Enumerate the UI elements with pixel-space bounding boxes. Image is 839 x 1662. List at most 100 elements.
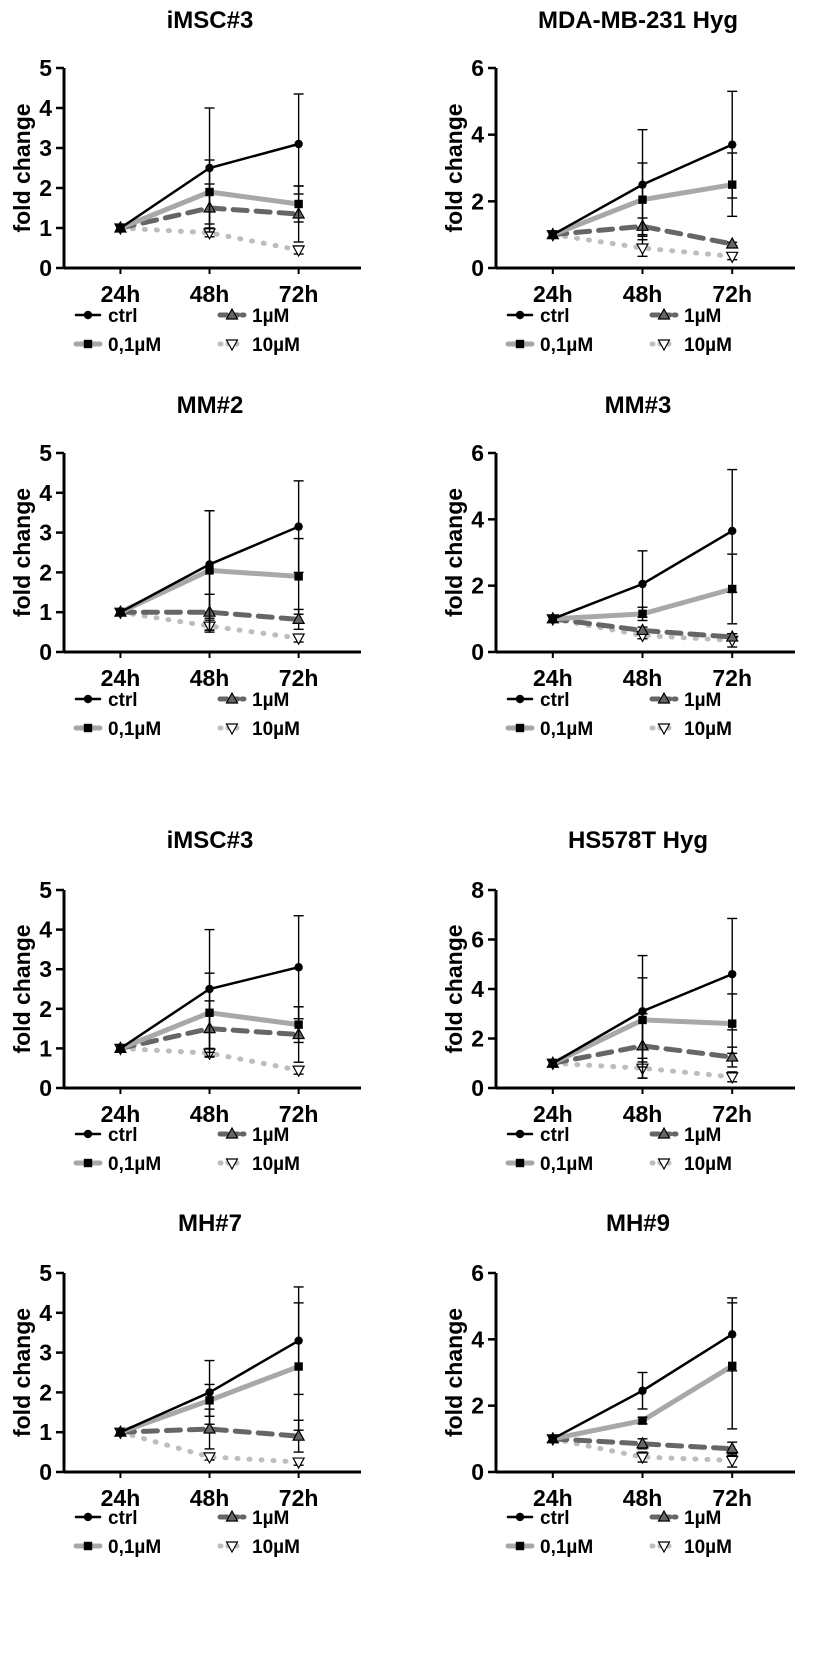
data-point-1µM <box>725 1441 739 1454</box>
legend-marker-10µM <box>657 1541 671 1554</box>
legend-label-1µM: 1µM <box>684 306 721 327</box>
y-tick-label: 8 <box>471 877 484 903</box>
y-tick-label: 0 <box>39 639 52 665</box>
y-tick-label: 2 <box>471 1026 484 1052</box>
y-tick-label: 5 <box>39 55 52 81</box>
legend-label-ctrl: ctrl <box>108 1125 138 1146</box>
x-tick-label: 72h <box>279 1485 319 1511</box>
legend-marker-10µM <box>657 339 671 352</box>
chart-title: MM#3 <box>605 392 672 419</box>
y-tick-label: 2 <box>39 996 52 1022</box>
data-point-ctrl <box>294 139 303 149</box>
data-point-10µM <box>292 633 306 646</box>
y-axis-label: fold change <box>441 103 467 232</box>
y-tick-label: 3 <box>39 1340 52 1366</box>
data-point-ctrl <box>294 963 303 972</box>
x-tick-label: 72h <box>279 1101 319 1127</box>
legend-label-10µM: 10µM <box>252 719 300 740</box>
y-tick-label: 4 <box>39 95 52 121</box>
series-line-1µM <box>117 1426 302 1439</box>
chart-title: HS578T Hyg <box>568 827 708 854</box>
chart-title: MDA-MB-231 Hyg <box>538 7 738 34</box>
data-point-1µM <box>725 236 739 249</box>
y-tick-label: 1 <box>39 599 52 625</box>
legend-marker-0,1µM <box>515 1158 525 1168</box>
data-point-ctrl <box>638 1386 647 1395</box>
legend-label-0,1µM: 0,1µM <box>108 719 161 740</box>
x-tick-label: 72h <box>279 665 319 691</box>
y-tick-label: 6 <box>471 1260 484 1286</box>
data-point-1µM <box>725 1049 739 1062</box>
data-point-10µM <box>203 1452 217 1465</box>
legend-marker-ctrl <box>83 694 93 704</box>
legend-label-0,1µM: 0,1µM <box>108 1154 161 1175</box>
data-point-ctrl <box>205 984 214 994</box>
data-point-1µM <box>635 623 650 636</box>
y-tick-label: 0 <box>39 1459 52 1485</box>
legend-marker-0,1µM <box>83 723 93 733</box>
data-point-ctrl <box>728 526 737 536</box>
legend-label-0,1µM: 0,1µM <box>540 1154 593 1175</box>
y-tick-label: 5 <box>39 877 52 903</box>
legend-marker-0,1µM <box>83 1158 93 1168</box>
x-tick-label: 24h <box>533 665 573 691</box>
x-tick-label: 72h <box>712 281 752 307</box>
y-axis-label: fold change <box>9 1308 35 1437</box>
legend-label-0,1µM: 0,1µM <box>540 1537 593 1558</box>
data-point-ctrl <box>116 1428 125 1437</box>
legend-marker-ctrl <box>515 310 525 320</box>
y-axis-label: fold change <box>441 924 467 1053</box>
x-tick-label: 72h <box>712 665 752 691</box>
y-axis-label: fold change <box>441 488 467 617</box>
data-point-ctrl <box>548 1434 558 1444</box>
chart-title: iMSC#3 <box>167 7 254 34</box>
legend-label-1µM: 1µM <box>684 690 721 711</box>
x-tick-label: 48h <box>623 1101 663 1127</box>
x-tick-label: 72h <box>712 1101 752 1127</box>
data-point-0,1µM <box>294 1020 303 1029</box>
data-point-ctrl <box>548 230 558 239</box>
legend-label-0,1µM: 0,1µM <box>540 719 593 740</box>
x-tick-label: 48h <box>190 1101 230 1127</box>
data-point-10µM <box>292 1457 306 1470</box>
y-tick-label: 3 <box>39 956 52 982</box>
legend-marker-ctrl <box>83 1512 93 1522</box>
y-tick-label: 4 <box>471 506 484 532</box>
y-tick-label: 0 <box>471 255 484 281</box>
data-point-ctrl <box>728 1330 737 1339</box>
legend-label-ctrl: ctrl <box>540 306 570 327</box>
chart-title: MH#9 <box>606 1210 670 1237</box>
data-point-ctrl <box>294 522 303 531</box>
data-point-ctrl <box>116 1044 125 1053</box>
legend-marker-ctrl <box>515 1512 525 1522</box>
x-tick-label: 48h <box>190 665 230 691</box>
y-tick-label: 6 <box>471 440 484 466</box>
y-tick-label: 0 <box>471 1075 484 1101</box>
data-point-10µM <box>635 243 650 256</box>
legend-marker-ctrl <box>515 1129 525 1139</box>
data-point-1µM <box>292 612 306 624</box>
data-point-ctrl <box>205 1388 214 1397</box>
legend-marker-10µM <box>657 723 671 736</box>
y-tick-label: 4 <box>471 1326 484 1352</box>
data-point-1µM <box>292 1428 306 1441</box>
y-tick-label: 1 <box>39 215 52 241</box>
data-point-10µM <box>635 1452 650 1465</box>
data-point-10µM <box>292 1065 306 1078</box>
legend-label-ctrl: ctrl <box>540 1125 570 1146</box>
legend-marker-0,1µM <box>515 339 525 349</box>
x-tick-label: 48h <box>623 281 663 307</box>
y-tick-label: 3 <box>39 520 52 546</box>
data-point-ctrl <box>548 1059 558 1068</box>
legend-marker-ctrl <box>515 694 525 704</box>
data-point-0,1µM <box>638 1416 647 1425</box>
y-tick-label: 4 <box>471 122 484 148</box>
data-point-ctrl <box>638 180 647 189</box>
data-point-10µM <box>725 1455 739 1468</box>
